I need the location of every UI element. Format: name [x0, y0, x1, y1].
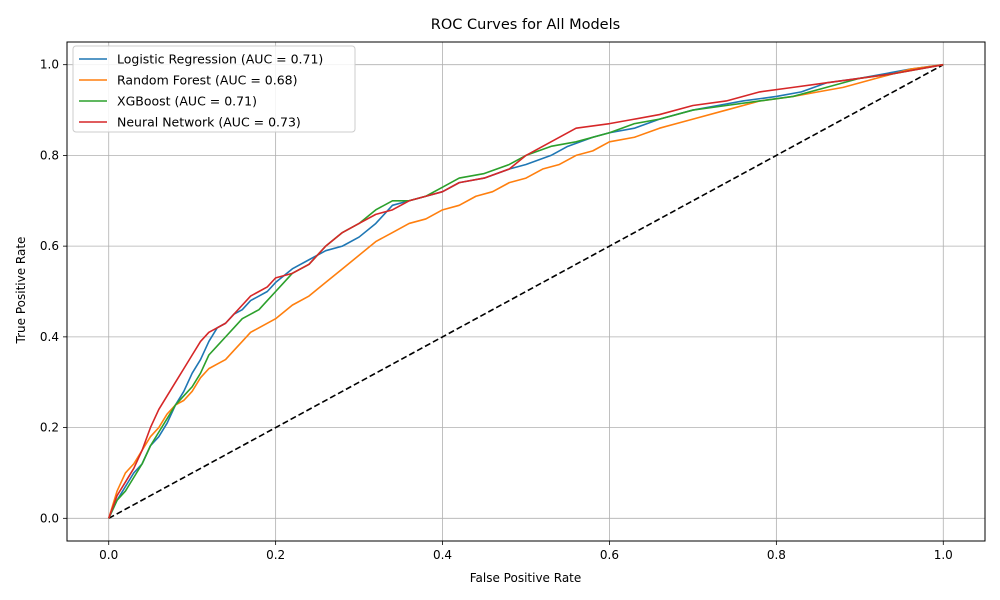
y-tick-label: 0.0: [40, 511, 59, 525]
y-tick-label: 0.2: [40, 421, 59, 435]
chart-title: ROC Curves for All Models: [431, 17, 620, 33]
series-line-3: [107, 63, 944, 519]
reference-line: [108, 63, 944, 520]
y-axis-ticks: 0.0 0.2 0.4 0.6 0.8 1.0: [40, 58, 67, 525]
series-line-1: [107, 63, 944, 519]
x-tick-label: 0.4: [433, 548, 452, 562]
legend-box: [72, 45, 356, 133]
x-tick-label: 0.6: [600, 548, 619, 562]
y-tick-label: 0.6: [40, 239, 59, 253]
x-tick-label: 0.0: [99, 548, 118, 562]
legend-label-0: Logistic Regression (AUC = 0.71): [117, 52, 323, 67]
y-tick-label: 0.4: [40, 330, 59, 344]
legend: Logistic Regression (AUC = 0.71) Random F…: [72, 45, 356, 133]
x-tick-label: 0.8: [767, 548, 786, 562]
x-axis-ticks: 0.0 0.2 0.4 0.6 0.8 1.0: [99, 541, 953, 562]
x-axis-label: False Positive Rate: [470, 571, 582, 585]
legend-label-1: Random Forest (AUC = 0.68): [117, 73, 298, 88]
legend-label-2: XGBoost (AUC = 0.71): [117, 94, 257, 109]
legend-label-3: Neural Network (AUC = 0.73): [117, 115, 301, 130]
x-tick-label: 1.0: [934, 548, 953, 562]
x-tick-label: 0.2: [266, 548, 285, 562]
y-tick-label: 1.0: [40, 58, 59, 72]
series-group: [107, 63, 944, 519]
y-tick-label: 0.8: [40, 148, 59, 162]
y-axis-label: True Positive Rate: [14, 237, 28, 345]
plot-frame: [66, 41, 986, 542]
diagonal-reference-line: [108, 63, 944, 520]
